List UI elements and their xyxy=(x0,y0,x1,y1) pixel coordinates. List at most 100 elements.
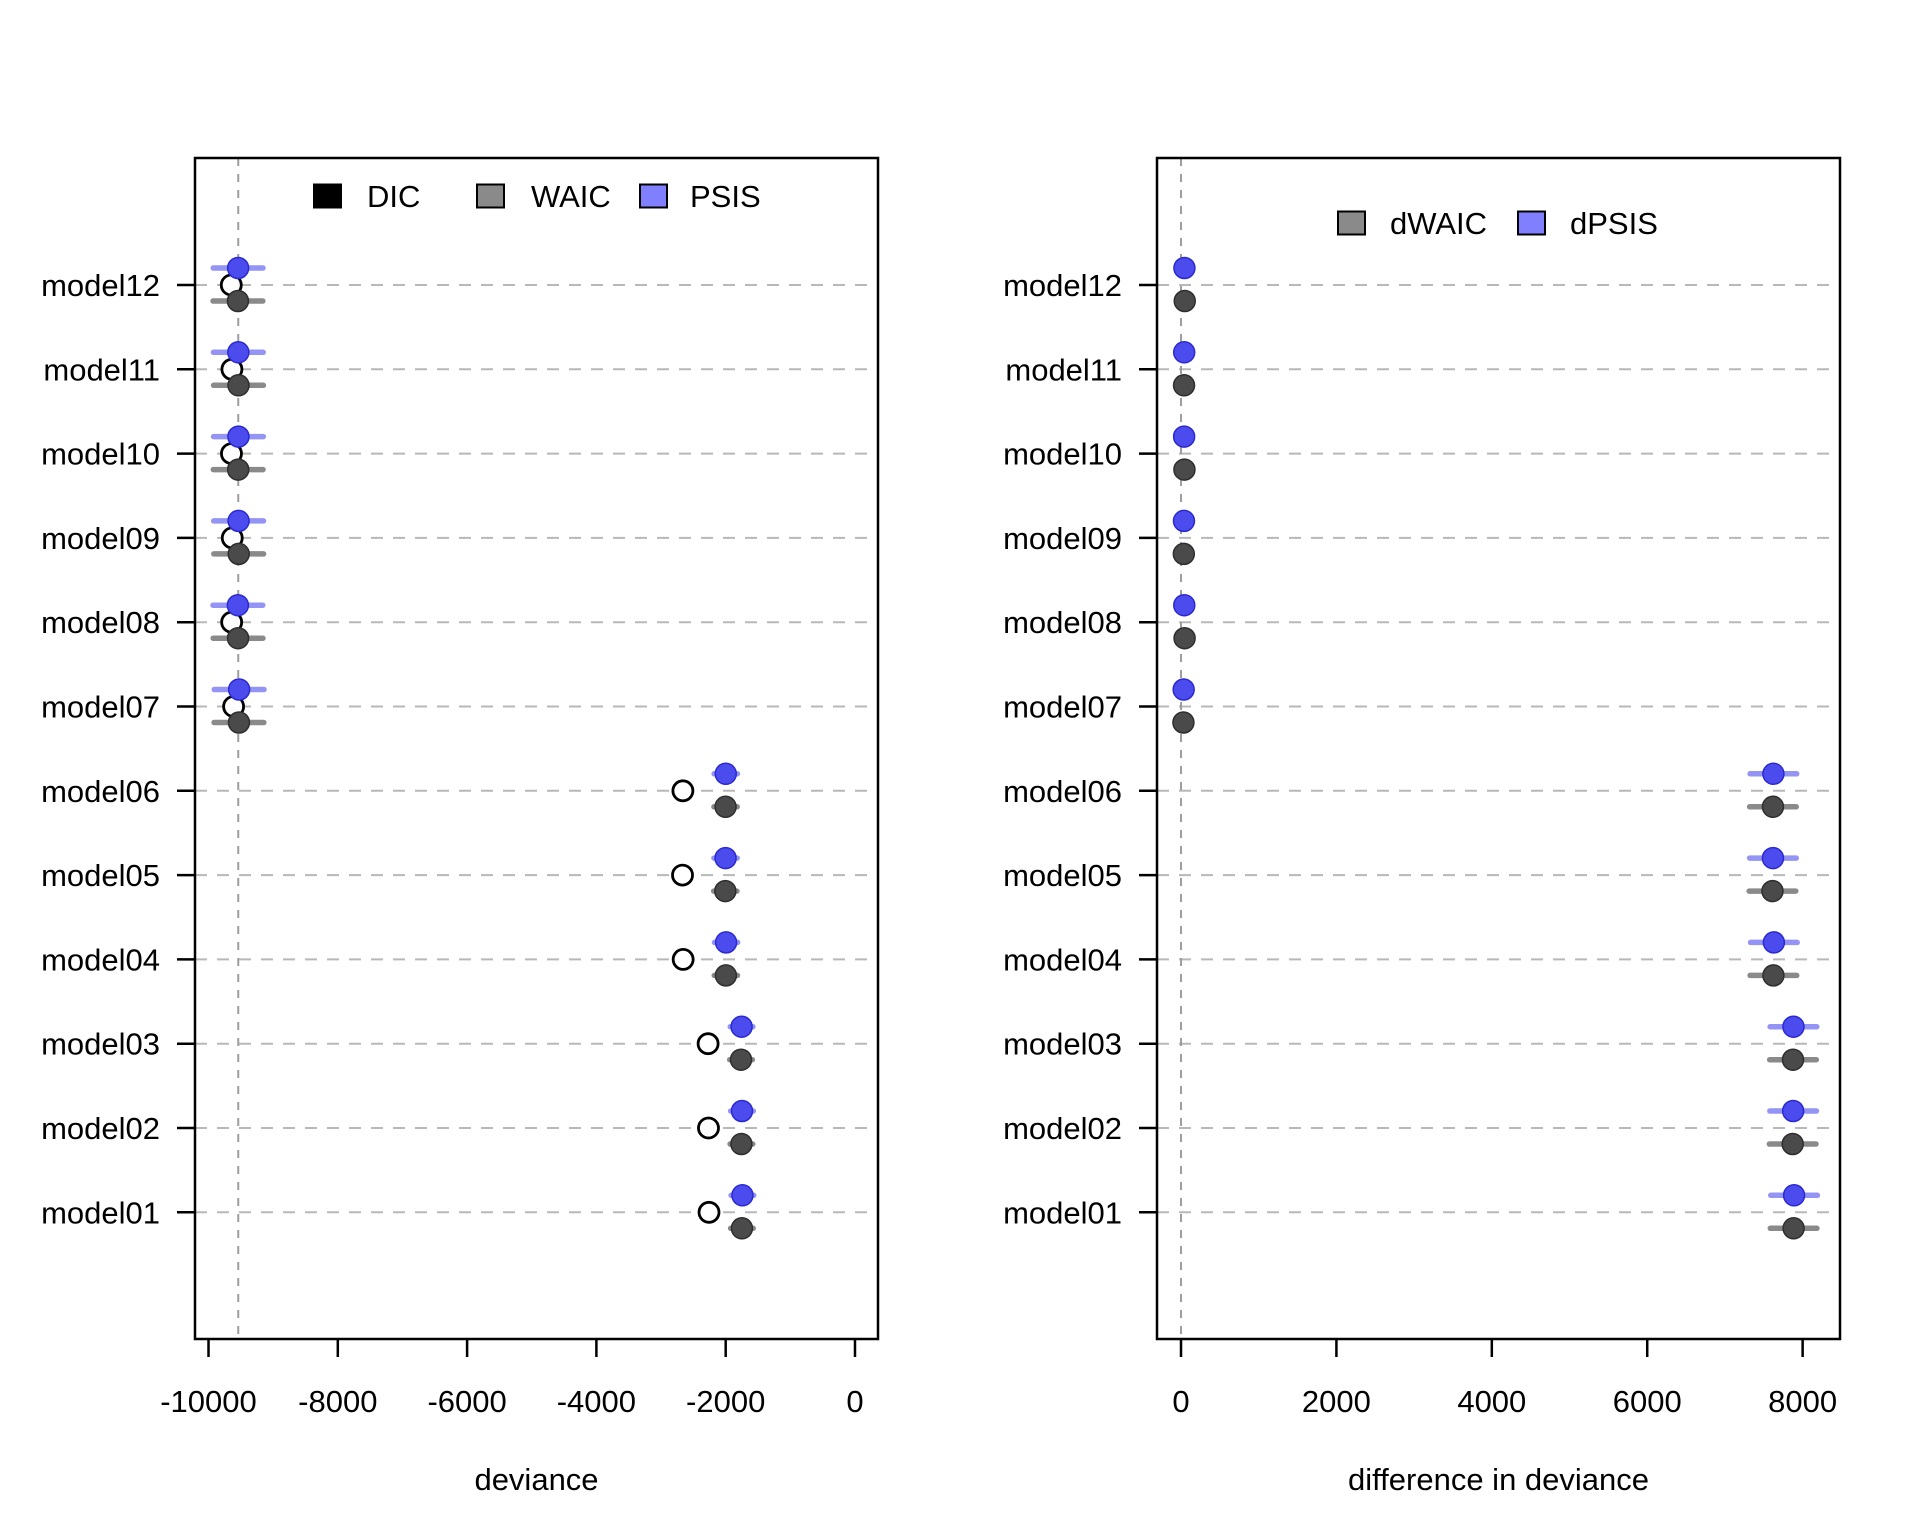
x-tick-label: -2000 xyxy=(686,1384,765,1419)
point-dPSIS-model05 xyxy=(1761,846,1785,870)
point-PSIS-model06 xyxy=(714,762,738,786)
point-PSIS-model11 xyxy=(227,341,250,364)
model-label-model12: model12 xyxy=(1003,268,1122,303)
model-label-model04: model04 xyxy=(1003,942,1122,977)
plot-box xyxy=(1155,156,1842,1341)
legend-swatch-dPSIS xyxy=(1517,210,1546,236)
point-WAIC-model04 xyxy=(714,964,738,987)
point-dWAIC-model02 xyxy=(1781,1132,1804,1156)
point-WAIC-model10 xyxy=(226,458,250,481)
point-dWAIC-model08 xyxy=(1173,626,1196,650)
point-PSIS-model02 xyxy=(730,1099,754,1123)
legend-label-DIC: DIC xyxy=(367,179,420,214)
model-label-model10: model10 xyxy=(41,437,160,472)
point-dWAIC-model01 xyxy=(1782,1217,1805,1240)
point-DIC-model03 xyxy=(696,1032,720,1056)
point-dWAIC-model03 xyxy=(1781,1048,1805,1071)
point-dPSIS-model08 xyxy=(1173,593,1196,617)
point-DIC-model02 xyxy=(697,1116,720,1140)
model-label-model10: model10 xyxy=(1003,437,1122,472)
x-tick-label: -8000 xyxy=(298,1384,377,1419)
point-dPSIS-model09 xyxy=(1172,509,1196,533)
point-PSIS-model10 xyxy=(227,425,250,448)
model-label-model02: model02 xyxy=(1003,1111,1122,1146)
point-dWAIC-model07 xyxy=(1172,711,1195,734)
x-tick-label: 2000 xyxy=(1302,1384,1371,1419)
point-WAIC-model09 xyxy=(227,542,250,566)
point-WAIC-model08 xyxy=(226,626,250,650)
model-label-model11: model11 xyxy=(1005,352,1122,387)
point-DIC-model04 xyxy=(671,948,695,971)
model-label-model07: model07 xyxy=(1003,690,1122,725)
point-dPSIS-model03 xyxy=(1782,1015,1805,1038)
point-dWAIC-model04 xyxy=(1762,964,1785,987)
point-PSIS-model04 xyxy=(714,931,738,954)
legend-swatch-DIC xyxy=(313,183,342,209)
model-label-model09: model09 xyxy=(41,521,160,556)
x-axis-title: difference in deviance xyxy=(1348,1462,1649,1497)
model-label-model02: model02 xyxy=(41,1111,160,1146)
point-WAIC-model03 xyxy=(729,1048,753,1071)
model-label-model08: model08 xyxy=(41,605,160,640)
legend-label-dWAIC: dWAIC xyxy=(1390,206,1487,241)
point-dPSIS-model02 xyxy=(1781,1099,1805,1123)
point-dWAIC-model06 xyxy=(1761,795,1785,819)
model-label-model08: model08 xyxy=(1003,605,1122,640)
legend-label-dPSIS: dPSIS xyxy=(1570,206,1658,241)
legend-label-WAIC: WAIC xyxy=(531,179,611,214)
panel-left: -10000 -8000 -6000 -4000 -2000 0 deviance model… xyxy=(41,156,880,1497)
legend-swatch-PSIS xyxy=(639,183,668,209)
x-tick-label: -4000 xyxy=(557,1384,636,1419)
point-dPSIS-model12 xyxy=(1173,256,1196,280)
model-label-model03: model03 xyxy=(41,1027,160,1062)
point-WAIC-model02 xyxy=(730,1132,753,1156)
point-PSIS-model03 xyxy=(730,1015,753,1038)
point-WAIC-model12 xyxy=(226,289,250,313)
model-label-model09: model09 xyxy=(1003,521,1122,556)
point-PSIS-model01 xyxy=(731,1184,754,1207)
point-dPSIS-model10 xyxy=(1172,425,1196,448)
point-dWAIC-model10 xyxy=(1173,458,1196,481)
point-dWAIC-model11 xyxy=(1172,374,1196,397)
point-PSIS-model09 xyxy=(227,509,250,533)
model-label-model12: model12 xyxy=(41,268,160,303)
point-PSIS-model08 xyxy=(226,593,250,617)
x-tick-label: -6000 xyxy=(427,1384,506,1419)
model-label-model03: model03 xyxy=(1003,1027,1122,1062)
point-dWAIC-model09 xyxy=(1172,542,1196,566)
point-PSIS-model05 xyxy=(714,846,737,870)
point-DIC-model05 xyxy=(671,863,694,887)
point-dPSIS-model07 xyxy=(1172,678,1195,701)
point-dPSIS-model04 xyxy=(1762,931,1786,954)
point-DIC-model06 xyxy=(671,779,695,803)
point-dWAIC-model12 xyxy=(1173,289,1196,313)
x-tick-label: 0 xyxy=(1172,1384,1189,1419)
point-WAIC-model05 xyxy=(714,879,737,903)
point-WAIC-model06 xyxy=(714,795,737,819)
point-WAIC-model07 xyxy=(227,711,251,734)
point-WAIC-model01 xyxy=(730,1217,754,1240)
model-label-model04: model04 xyxy=(41,942,160,977)
point-dWAIC-model05 xyxy=(1761,879,1784,903)
legend-label-PSIS: PSIS xyxy=(690,179,761,214)
model-label-model06: model06 xyxy=(41,774,160,809)
x-axis-title: deviance xyxy=(474,1462,598,1497)
x-tick-label: 4000 xyxy=(1457,1384,1526,1419)
model-label-model05: model05 xyxy=(1003,858,1122,893)
x-tick-label: 0 xyxy=(846,1384,863,1419)
point-dPSIS-model11 xyxy=(1172,341,1196,364)
x-tick-label: -10000 xyxy=(160,1384,257,1419)
x-tick-label: 6000 xyxy=(1613,1384,1682,1419)
plot-box xyxy=(193,156,880,1341)
point-WAIC-model11 xyxy=(227,374,250,397)
model-label-model01: model01 xyxy=(1003,1195,1122,1230)
model-label-model11: model11 xyxy=(43,352,160,387)
model-label-model06: model06 xyxy=(1003,774,1122,809)
model-label-model05: model05 xyxy=(41,858,160,893)
model-label-model01: model01 xyxy=(41,1195,160,1230)
legend-swatch-WAIC xyxy=(476,183,505,209)
model-label-model07: model07 xyxy=(41,690,160,725)
legend-swatch-dWAIC xyxy=(1337,210,1366,236)
